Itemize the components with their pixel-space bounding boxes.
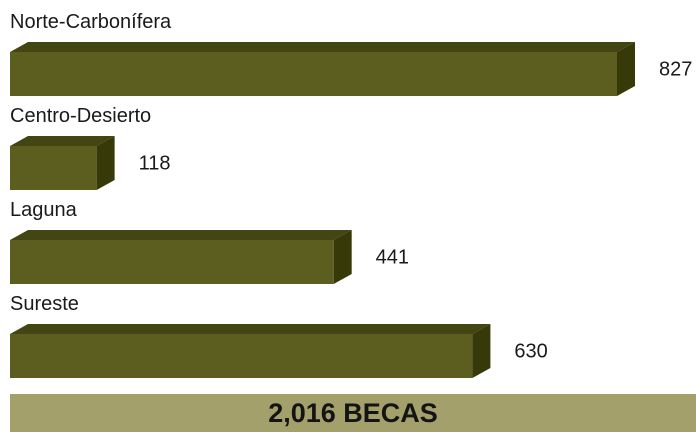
value-label-sureste: 630 [514,340,547,362]
bar-laguna [10,240,334,284]
bar-side-centro-desierto [96,136,115,190]
category-label-centro-desierto: Centro-Desierto [10,105,151,127]
bars-layer: Norte-Carbonífera 827 Centro-Desierto 118 La… [10,11,692,378]
bar-top-laguna [10,230,352,240]
category-label-laguna: Laguna [10,199,78,221]
bar-sureste [10,334,473,378]
bar-centro-desierto [10,146,97,190]
bar-side-sureste [472,324,491,378]
bar-top-norte-carbonifera [10,42,635,52]
bar-side-laguna [333,230,352,284]
category-label-sureste: Sureste [10,293,79,315]
bar-side-norte-carbonifera [617,42,635,96]
bar-norte-carbonifera [10,52,617,96]
total-label: 2,016 BECAS [268,397,438,428]
value-label-centro-desierto: 118 [139,152,171,174]
value-label-norte-carbonifera: 827 [659,58,692,80]
total-banner: 2,016 BECAS [10,394,696,432]
bar-top-centro-desierto [10,136,115,146]
category-label-norte-carbonifera: Norte-Carbonífera [10,11,172,33]
bar-top-sureste [10,324,491,334]
value-label-laguna: 441 [376,246,409,268]
